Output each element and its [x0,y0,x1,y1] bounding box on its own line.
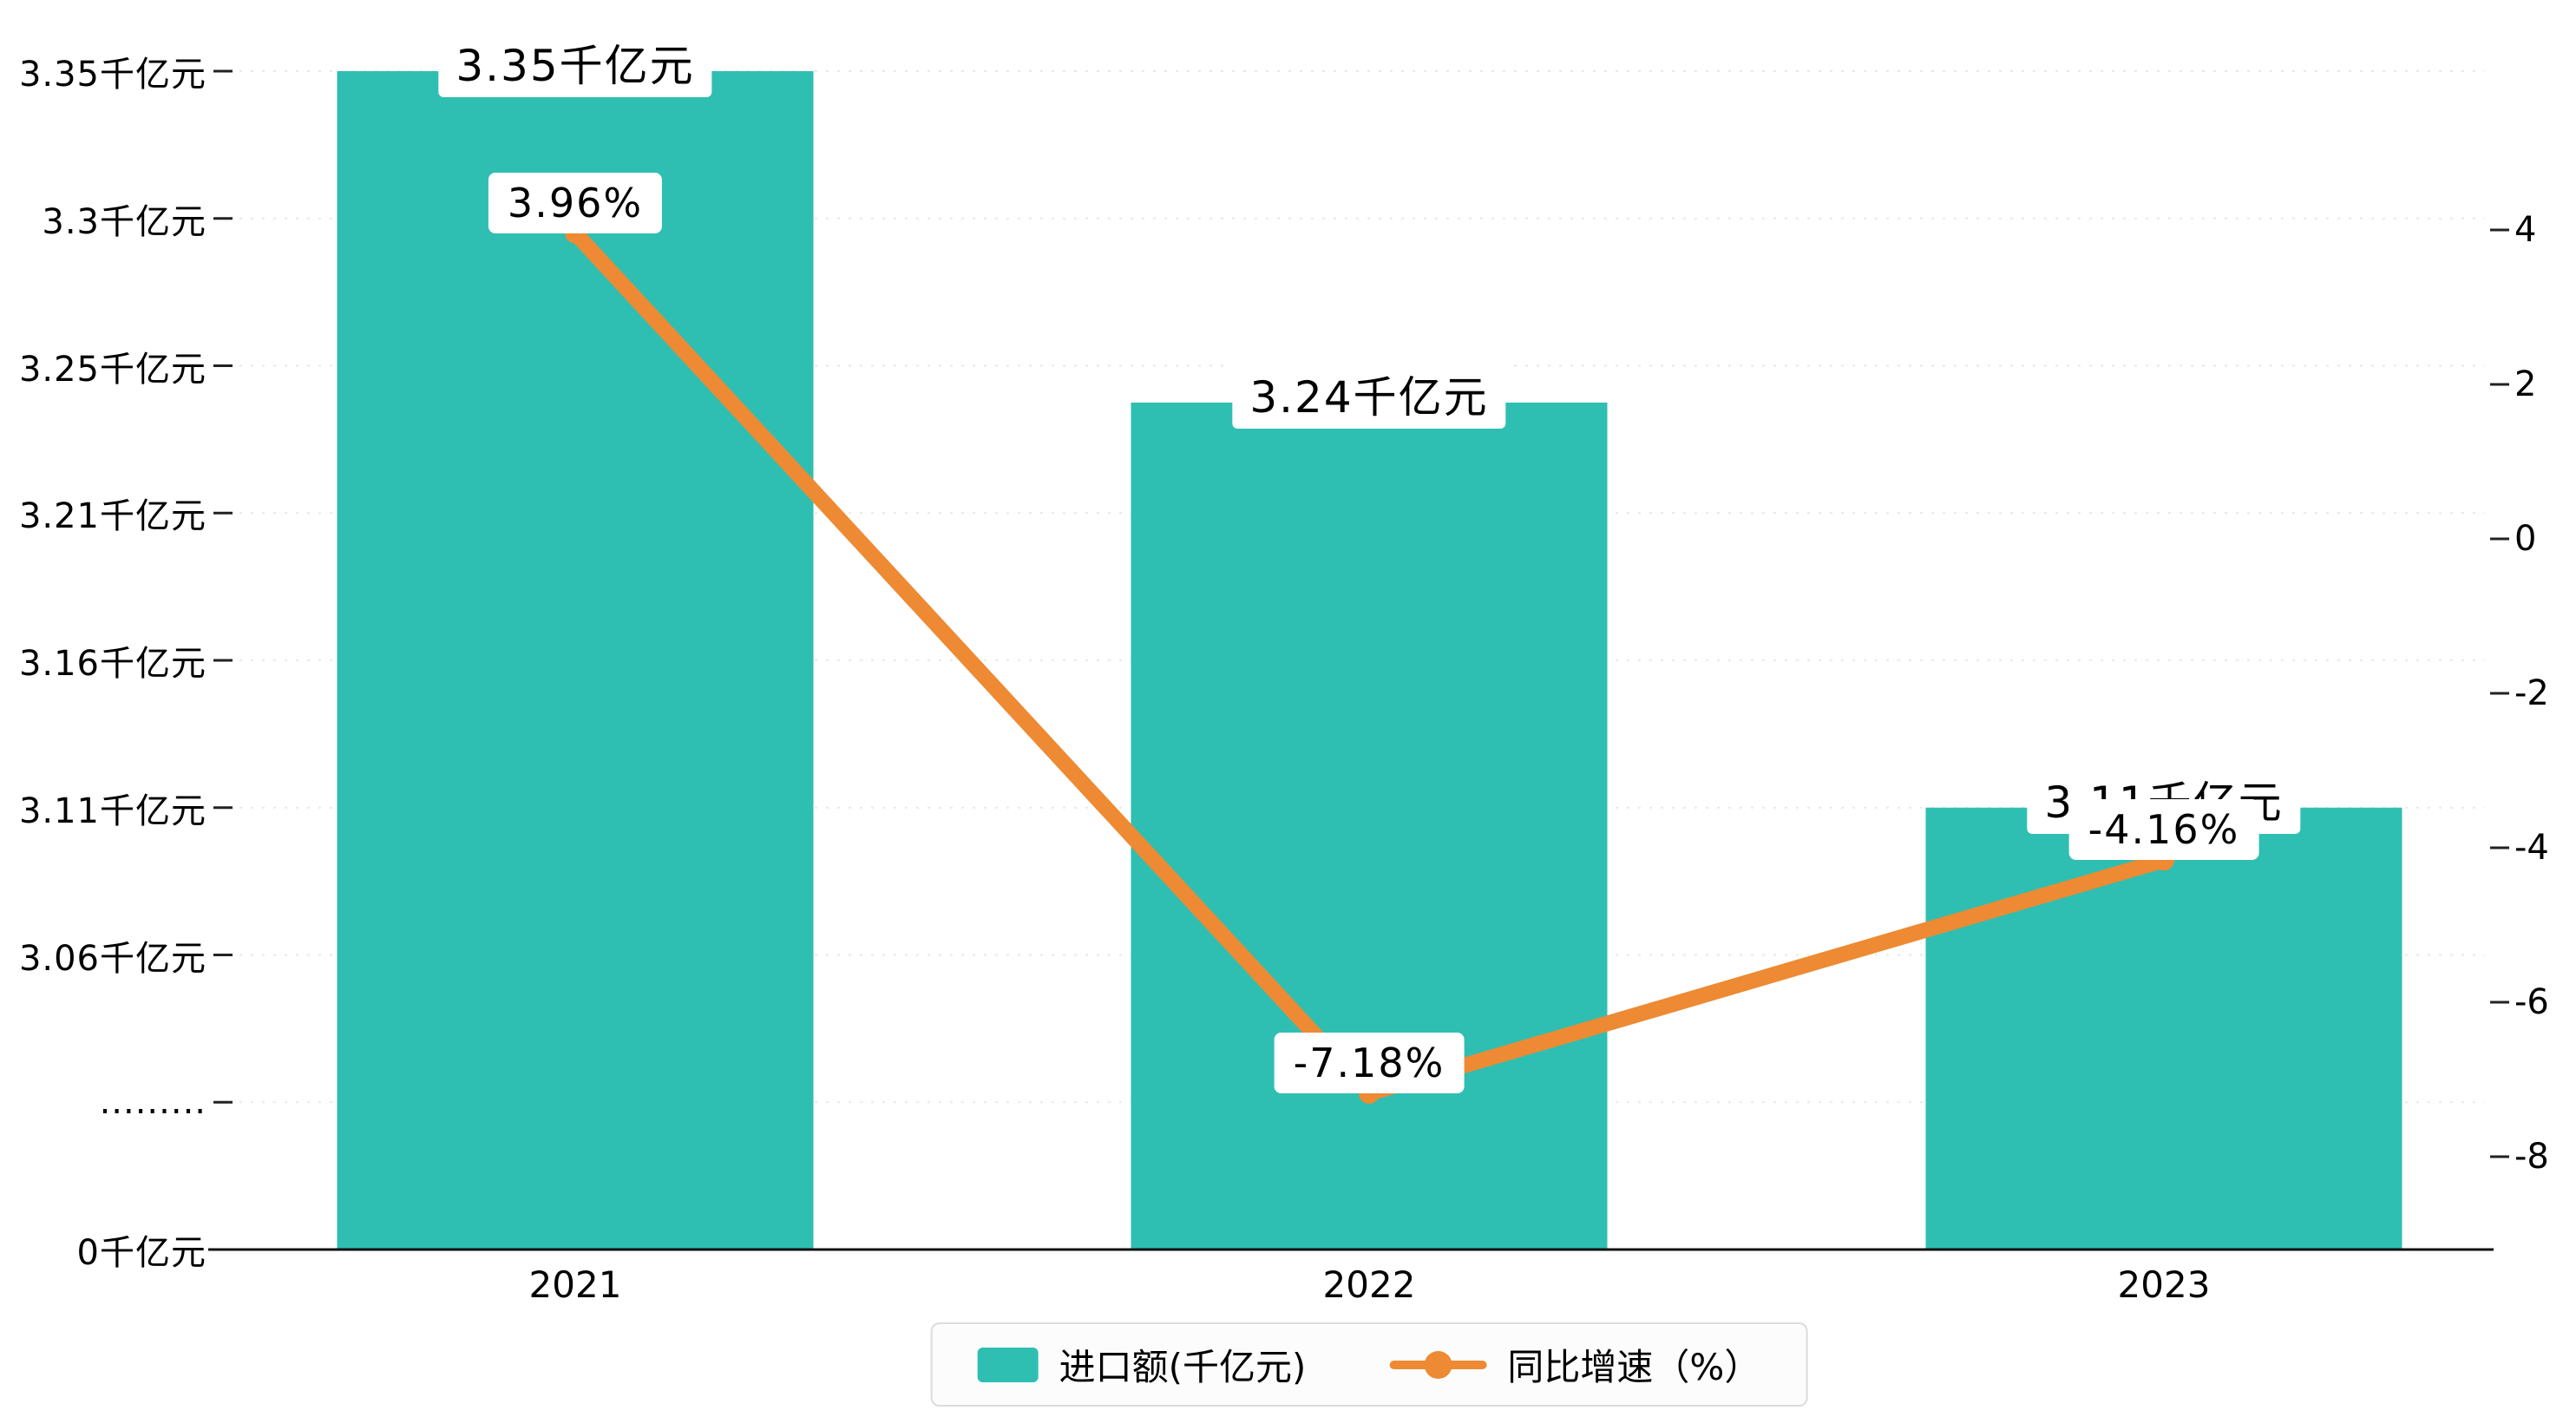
bar-2021[interactable] [337,71,814,1250]
legend: 进口额(千亿元) 同比增速（%） [930,1322,1808,1407]
line-point-2023[interactable] [2153,850,2174,871]
legend-item-imports[interactable]: 进口额(千亿元) [977,1338,1307,1391]
legend-label-imports: 进口额(千亿元) [1059,1346,1307,1388]
bar-2023[interactable] [1925,807,2402,1250]
line-series-swatch [1389,1350,1487,1379]
line-point-2021[interactable] [565,222,586,244]
legend-label-growth: 同比增速（%） [1507,1346,1761,1388]
line-point-2022[interactable] [1359,1083,1380,1105]
bar-2022[interactable] [1131,402,1608,1250]
bar-series-swatch [977,1347,1039,1382]
legend-item-growth[interactable]: 同比增速（%） [1389,1338,1760,1391]
line-marker-icon [1424,1350,1452,1379]
